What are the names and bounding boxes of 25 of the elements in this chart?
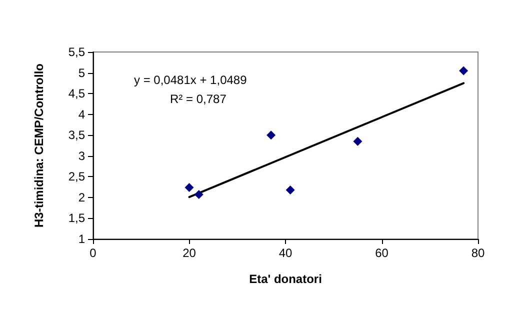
point (353, 136, 362, 146)
x-tick-label: 20 (182, 246, 196, 260)
y-axis-title: H3-timidina: CEMP/Controllo (32, 64, 46, 228)
x-tick-label: 0 (90, 246, 97, 260)
y-tick-label: 5,5 (68, 45, 86, 59)
y-tick-label: 2 (78, 190, 86, 204)
y-tick-label: 1 (78, 232, 86, 246)
point (184, 182, 194, 192)
x-tick-label: 60 (375, 246, 389, 260)
y-tick-label: 3,5 (68, 128, 86, 142)
x-tick-label: 40 (278, 246, 292, 260)
y-tick-label: 3 (78, 148, 86, 163)
point (286, 185, 295, 194)
x-axis-title: Eta' donatori (249, 272, 322, 286)
y-tick-label: 4,5 (68, 86, 86, 101)
point (194, 190, 204, 200)
point (266, 130, 276, 140)
y-tick-label: 4 (78, 107, 86, 122)
y-tick-label: 5 (78, 66, 86, 80)
annotation: R² = 0,787 (170, 92, 227, 106)
x-tick-label: 80 (471, 246, 485, 260)
y-tick-label: 1,5 (68, 211, 86, 226)
annotation: y = 0,0481x + 1,0489 (134, 73, 248, 87)
point (459, 66, 468, 76)
y-tick-label: 2,5 (68, 170, 86, 184)
